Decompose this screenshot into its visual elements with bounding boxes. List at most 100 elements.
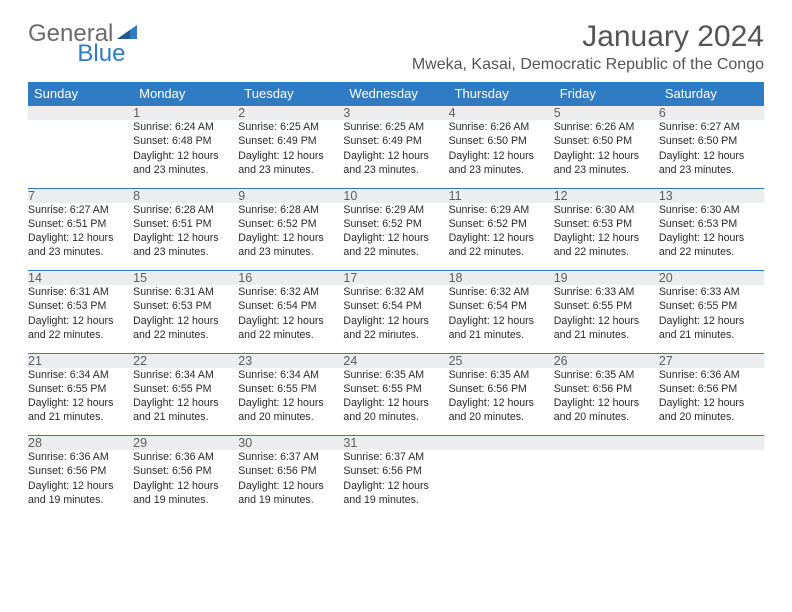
day-data-cell: Sunrise: 6:36 AMSunset: 6:56 PMDaylight:…: [28, 450, 133, 518]
day-data-cell: Sunrise: 6:37 AMSunset: 6:56 PMDaylight:…: [238, 450, 343, 518]
weekday-header: Thursday: [449, 82, 554, 106]
page-header: General Blue January 2024 Mweka, Kasai, …: [28, 20, 764, 74]
sunset-text: Sunset: 6:53 PM: [659, 217, 764, 231]
sunset-text: Sunset: 6:52 PM: [449, 217, 554, 231]
day2-text: and 22 minutes.: [133, 328, 238, 342]
day1-text: Daylight: 12 hours: [343, 479, 448, 493]
day2-text: and 23 minutes.: [133, 163, 238, 177]
sunrise-text: Sunrise: 6:34 AM: [133, 368, 238, 382]
sunset-text: Sunset: 6:55 PM: [554, 299, 659, 313]
day2-text: and 20 minutes.: [238, 410, 343, 424]
sunrise-text: Sunrise: 6:36 AM: [133, 450, 238, 464]
sunset-text: Sunset: 6:50 PM: [554, 134, 659, 148]
calendar-table: Sunday Monday Tuesday Wednesday Thursday…: [28, 82, 764, 518]
day-number-cell: 21: [28, 353, 133, 368]
sunrise-text: Sunrise: 6:37 AM: [343, 450, 448, 464]
day2-text: and 22 minutes.: [659, 245, 764, 259]
sunset-text: Sunset: 6:53 PM: [554, 217, 659, 231]
day-number-cell: 25: [449, 353, 554, 368]
sunset-text: Sunset: 6:55 PM: [133, 382, 238, 396]
day2-text: and 23 minutes.: [238, 163, 343, 177]
day-data-row: Sunrise: 6:31 AMSunset: 6:53 PMDaylight:…: [28, 285, 764, 353]
day-data-cell: Sunrise: 6:33 AMSunset: 6:55 PMDaylight:…: [554, 285, 659, 353]
day-data-cell: Sunrise: 6:28 AMSunset: 6:52 PMDaylight:…: [238, 203, 343, 271]
day-number-cell: 23: [238, 353, 343, 368]
day-data-cell: Sunrise: 6:37 AMSunset: 6:56 PMDaylight:…: [343, 450, 448, 518]
day1-text: Daylight: 12 hours: [28, 314, 133, 328]
day1-text: Daylight: 12 hours: [343, 314, 448, 328]
day-number-cell: [449, 436, 554, 451]
day-data-cell: Sunrise: 6:32 AMSunset: 6:54 PMDaylight:…: [449, 285, 554, 353]
day-data-cell: Sunrise: 6:25 AMSunset: 6:49 PMDaylight:…: [238, 120, 343, 188]
day-data-cell: Sunrise: 6:26 AMSunset: 6:50 PMDaylight:…: [554, 120, 659, 188]
day2-text: and 23 minutes.: [238, 245, 343, 259]
day-data-cell: Sunrise: 6:24 AMSunset: 6:48 PMDaylight:…: [133, 120, 238, 188]
weekday-header: Friday: [554, 82, 659, 106]
sunrise-text: Sunrise: 6:35 AM: [554, 368, 659, 382]
day2-text: and 20 minutes.: [554, 410, 659, 424]
weekday-header: Wednesday: [343, 82, 448, 106]
sunrise-text: Sunrise: 6:32 AM: [343, 285, 448, 299]
location-subtitle: Mweka, Kasai, Democratic Republic of the…: [412, 56, 764, 74]
sunset-text: Sunset: 6:48 PM: [133, 134, 238, 148]
weekday-header-row: Sunday Monday Tuesday Wednesday Thursday…: [28, 82, 764, 106]
sunset-text: Sunset: 6:55 PM: [343, 382, 448, 396]
sunrise-text: Sunrise: 6:37 AM: [238, 450, 343, 464]
day1-text: Daylight: 12 hours: [238, 396, 343, 410]
sunset-text: Sunset: 6:55 PM: [238, 382, 343, 396]
day2-text: and 21 minutes.: [449, 328, 554, 342]
sunset-text: Sunset: 6:49 PM: [343, 134, 448, 148]
sunrise-text: Sunrise: 6:25 AM: [343, 120, 448, 134]
day-data-cell: Sunrise: 6:27 AMSunset: 6:50 PMDaylight:…: [659, 120, 764, 188]
day-number-cell: [28, 106, 133, 121]
sunrise-text: Sunrise: 6:24 AM: [133, 120, 238, 134]
day-number-cell: 22: [133, 353, 238, 368]
sunrise-text: Sunrise: 6:28 AM: [238, 203, 343, 217]
day-number-row: 21222324252627: [28, 353, 764, 368]
sunrise-text: Sunrise: 6:26 AM: [449, 120, 554, 134]
sunrise-text: Sunrise: 6:36 AM: [659, 368, 764, 382]
day2-text: and 22 minutes.: [449, 245, 554, 259]
day-number-cell: 12: [554, 188, 659, 203]
day2-text: and 21 minutes.: [659, 328, 764, 342]
day1-text: Daylight: 12 hours: [659, 396, 764, 410]
day1-text: Daylight: 12 hours: [133, 396, 238, 410]
day-number-row: 14151617181920: [28, 271, 764, 286]
day1-text: Daylight: 12 hours: [449, 396, 554, 410]
day-data-cell: Sunrise: 6:33 AMSunset: 6:55 PMDaylight:…: [659, 285, 764, 353]
day2-text: and 22 minutes.: [28, 328, 133, 342]
day2-text: and 22 minutes.: [238, 328, 343, 342]
day2-text: and 22 minutes.: [554, 245, 659, 259]
day1-text: Daylight: 12 hours: [449, 314, 554, 328]
day2-text: and 21 minutes.: [28, 410, 133, 424]
sunset-text: Sunset: 6:56 PM: [449, 382, 554, 396]
day-number-cell: 5: [554, 106, 659, 121]
day-number-cell: 26: [554, 353, 659, 368]
day-number-row: 28293031: [28, 436, 764, 451]
day2-text: and 19 minutes.: [28, 493, 133, 507]
day-data-row: Sunrise: 6:36 AMSunset: 6:56 PM Daylight:…: [28, 450, 764, 518]
day1-text: Daylight: 12 hours: [343, 149, 448, 163]
sunrise-text: Sunrise: 6:36 AM: [28, 450, 133, 464]
sunrise-text: Sunrise: 6:31 AM: [28, 285, 133, 299]
sunrise-text: Sunrise: 6:34 AM: [28, 368, 133, 382]
day2-text: and 23 minutes.: [133, 245, 238, 259]
day-data-cell: Sunrise: 6:34 AMSunset: 6:55 PMDaylight:…: [28, 368, 133, 436]
weekday-header: Saturday: [659, 82, 764, 106]
weekday-header: Tuesday: [238, 82, 343, 106]
sunset-text: Sunset: 6:52 PM: [343, 217, 448, 231]
sunrise-text: Sunrise: 6:32 AM: [449, 285, 554, 299]
sunset-text: Sunset: 6:54 PM: [238, 299, 343, 313]
day2-text: and 22 minutes.: [343, 328, 448, 342]
day-data-cell: Sunrise: 6:31 AMSunset: 6:53 PMDaylight:…: [133, 285, 238, 353]
day-number-cell: 11: [449, 188, 554, 203]
sunrise-text: Sunrise: 6:35 AM: [449, 368, 554, 382]
day-data-cell: Sunrise: 6:26 AMSunset: 6:50 PMDaylight:…: [449, 120, 554, 188]
day1-text: Daylight: 12 hours: [238, 314, 343, 328]
sunset-text: Sunset: 6:56 PM: [133, 464, 238, 478]
day1-text: Daylight: 12 hours: [28, 231, 133, 245]
day1-text: Daylight: 12 hours: [659, 149, 764, 163]
calendar-body: 123456Sunrise: 6:24 AMSunset: 6:48 PMDay…: [28, 106, 764, 519]
day-data-cell: Sunrise: 6:28 AMSunset: 6:51 PMDaylight:…: [133, 203, 238, 271]
day2-text: and 23 minutes.: [449, 163, 554, 177]
